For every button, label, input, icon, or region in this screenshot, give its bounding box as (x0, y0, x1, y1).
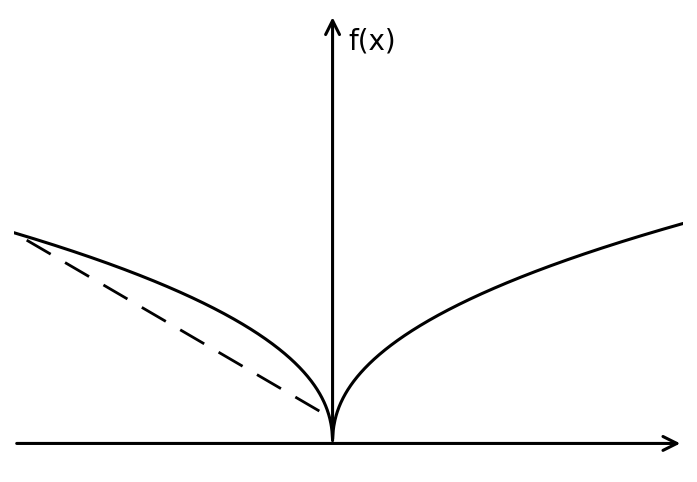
Text: f(x): f(x) (348, 27, 396, 55)
Text: x: x (633, 476, 649, 482)
